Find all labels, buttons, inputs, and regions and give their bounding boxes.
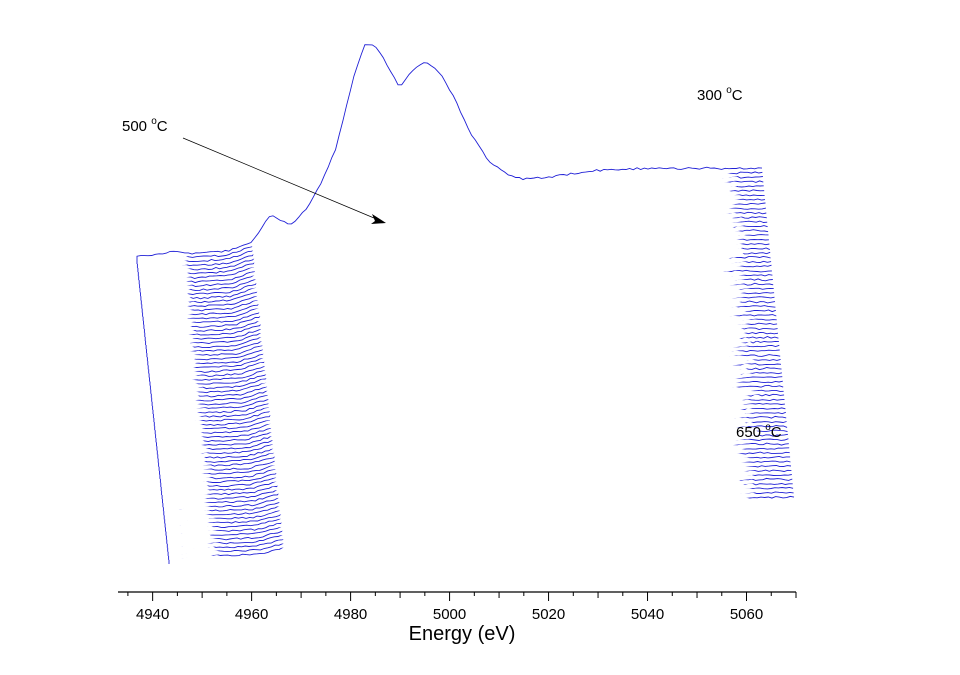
x-tick-label: 4980	[334, 606, 367, 623]
x-tick-label: 4960	[235, 606, 268, 623]
x-ticks: 4940 4960 4980 5000 5020 5040 5060	[127, 592, 797, 623]
x-axis-label: Energy (eV)	[409, 623, 516, 645]
annotation-500C-value: 500	[122, 118, 151, 135]
annotation-650C: 650 oC	[736, 422, 782, 441]
annotation-650C-degree: o	[765, 422, 771, 433]
x-tick-label: 5000	[433, 606, 466, 623]
x-tick-label: 5020	[532, 606, 565, 623]
x-axis: 4940 4960 4980 5000 5020 5040 5060	[118, 591, 797, 623]
annotations: 300 oC 500 oC 650 oC	[122, 85, 782, 441]
annotation-300C-value: 300	[697, 87, 726, 104]
annotation-500C-unit: C	[157, 118, 168, 135]
annotation-650C-unit: C	[771, 424, 782, 441]
annotation-500C-leader-line	[182, 137, 375, 219]
annotation-300C-unit: C	[732, 87, 743, 104]
spectra-series-group	[136, 44, 795, 564]
x-tick-label: 4940	[136, 606, 169, 623]
annotation-300C: 300 oC	[697, 85, 743, 104]
annotation-500C: 500 oC	[122, 116, 168, 135]
annotation-500C-arrow-head	[371, 214, 386, 224]
annotation-650C-value: 650	[736, 424, 765, 441]
spectrum-trace	[136, 44, 763, 264]
annotation-300C-degree: o	[726, 85, 732, 96]
x-tick-label: 5040	[631, 606, 664, 623]
x-tick-label: 5060	[730, 606, 763, 623]
annotation-500C-degree: o	[151, 116, 157, 127]
